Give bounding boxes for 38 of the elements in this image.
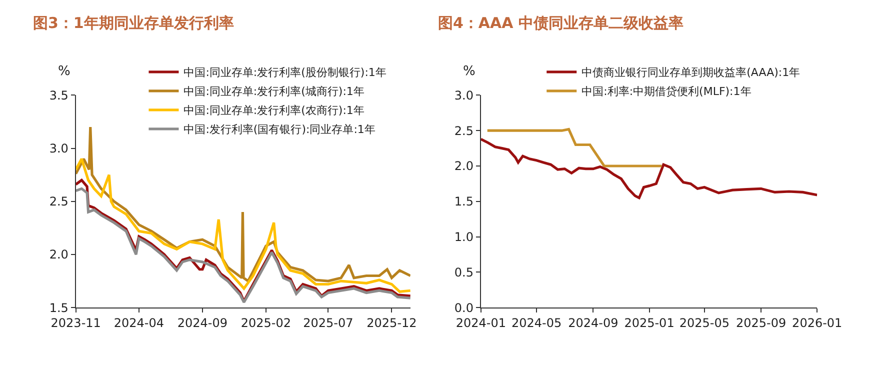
chart-title: 图3：1年期同业存单发行利率 — [33, 14, 234, 32]
y-tick-label: 2.5 — [454, 124, 474, 138]
x-tick-label: 2024-09 — [568, 316, 618, 330]
y-tick-label: 2.5 — [49, 194, 68, 209]
legend-label: 中国:同业存单:发行利率(股份制银行):1年 — [184, 66, 386, 80]
legend-label: 中国:利率:中期借贷便利(MLF):1年 — [582, 85, 752, 98]
line-series — [486, 128, 663, 168]
y-tick-label: 1.5 — [49, 300, 68, 315]
y-axis-title: % — [58, 64, 70, 79]
x-tick-label: 2025-12 — [366, 316, 417, 330]
y-tick-label: 3.0 — [49, 142, 68, 156]
x-tick-label: 2025-09 — [736, 316, 786, 330]
line-series — [480, 138, 818, 200]
x-tick-label: 2024-04 — [114, 316, 164, 330]
y-tick-label: 0.5 — [454, 265, 474, 280]
line-series — [76, 158, 410, 293]
x-tick-label: 2024-09 — [177, 316, 228, 330]
legend-label: 中债商业银行同业存单到期收益率(AAA):1年 — [582, 66, 800, 80]
y-tick-label: 2.0 — [49, 248, 68, 262]
x-tick-label: 2025-02 — [240, 316, 292, 330]
x-tick-label: 2023-11 — [50, 316, 101, 330]
x-tick-label: 2025-07 — [303, 316, 354, 330]
x-tick-label: 2025-05 — [679, 316, 730, 330]
y-tick-label: 1.0 — [454, 230, 474, 244]
chart-title: 图4：AAA 中债同业存单二级收益率 — [438, 14, 684, 32]
x-tick-label: 2026-01 — [792, 316, 842, 330]
y-tick-label: 0.0 — [454, 300, 474, 315]
y-axis-title: % — [463, 64, 476, 79]
y-tick-label: 2.0 — [454, 159, 474, 174]
y-tick-label: 3.0 — [454, 88, 474, 102]
x-tick-label: 2025-01 — [624, 316, 674, 330]
legend-label: 中国:同业存单:发行利率(农商行):1年 — [184, 104, 364, 118]
x-tick-label: 2024-01 — [456, 316, 506, 330]
legend-label: 中国:发行利率(国有银行):同业存单:1年 — [184, 123, 376, 136]
legend-label: 中国:同业存单:发行利率(城商行):1年 — [184, 85, 364, 98]
y-tick-label: 3.5 — [49, 88, 68, 102]
y-tick-label: 1.5 — [454, 194, 474, 209]
x-tick-label: 2024-05 — [512, 316, 562, 330]
